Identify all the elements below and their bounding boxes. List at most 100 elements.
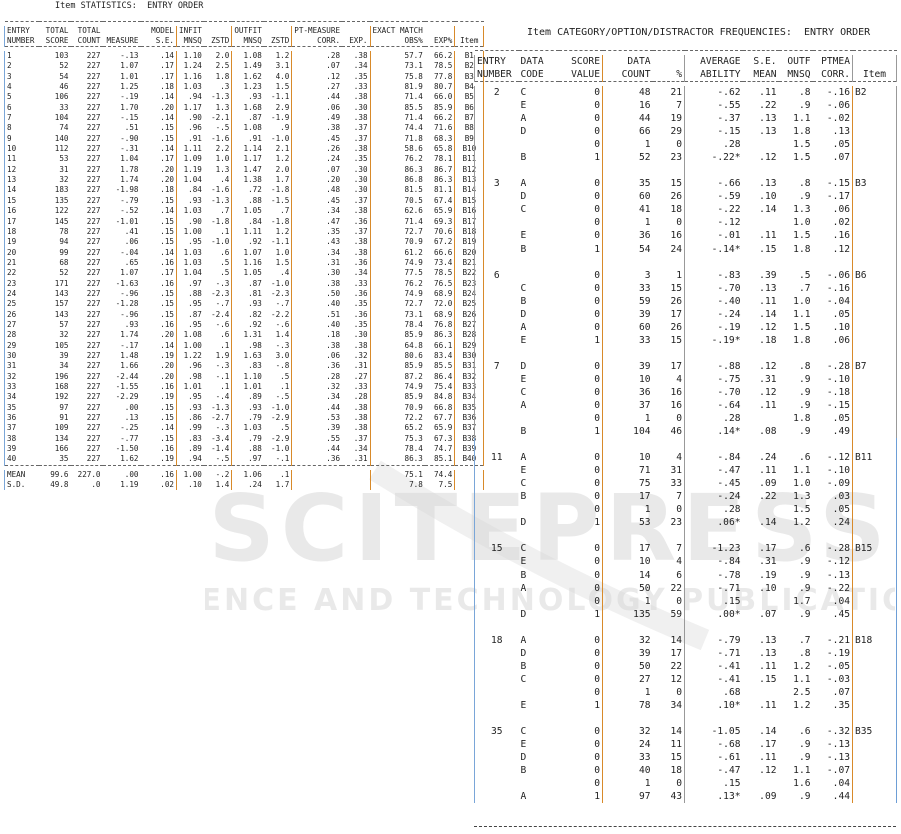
outfit-mnsq: .8 [798,360,811,372]
data-percent: 12 [670,673,682,685]
cell-1: 74 [59,123,69,133]
cell-12: 67.4 [434,195,453,205]
se-mean: .14 [759,308,777,320]
header-cell: S.E. [753,56,777,67]
entry-number [474,229,519,243]
table-row: 8 74 227.51.15.96 -.5 1.08.9.38.37 74.4 71.6 B8 [4,123,485,134]
cell-3: .00 [124,402,139,412]
spacer-cell [813,164,853,177]
table-row: B 0 14 6 -.78 .19 .9 -.13 [474,568,897,582]
cell-10: .30 [353,164,368,174]
header-cell: ENTRY [474,55,519,68]
cell-4: .16 [160,319,174,329]
entry-number [474,333,519,347]
cell-10: .34 [353,61,368,71]
cell-11: OBS% [369,36,425,47]
cell-5: .94 [175,92,204,103]
entry-number [474,425,519,439]
cell-6: ZSTD [211,36,230,45]
table-row: 34 192 227 -2.29 .19.95 -.4.89 -.5.34 .28 85.9 84… [4,392,485,403]
entry-number [474,646,519,660]
cell-6: .1 [220,382,230,391]
outfit-mnsq: .6 [798,725,811,737]
cell-8: 3.0 [275,350,290,360]
cell-10: .38 [353,402,368,412]
outfit-mnsq: .7 [798,282,811,294]
score-value: 0 [594,765,600,777]
se-mean: .13 [759,634,777,646]
data-count: 1 [602,594,653,608]
score-value: 1 [594,791,600,803]
cell-10: .38 [353,413,368,423]
data-code: D [520,647,527,659]
outfit-mnsq: 1.2 [793,517,811,529]
cell-6: -2.3 [211,288,230,298]
spacer-cell [602,438,653,452]
cell-7: 1.06 [231,469,264,481]
item-label [852,216,897,230]
data-count: 44 [602,112,653,126]
ptmea-corr: -.17 [826,191,850,203]
cell-12: 81.1 [434,185,453,195]
cell-6: -.1 [215,371,230,381]
spacer-cell [653,712,685,725]
cell-3: -1.63 [115,278,139,288]
table-row: D 0 33 15 -.61 .11 .9 -.13 [474,751,897,765]
cell-9: .28 [291,371,343,382]
cell-11: 70.9 [369,237,425,248]
cell-2: .0 [91,480,101,490]
cell-2: 227 [86,61,101,71]
item-label: B15 [852,542,897,556]
data-code: D [520,191,527,203]
cell-0: 30 [4,350,39,362]
cell-10: .38 [353,340,368,350]
table-row: 13 32 227 1.74.20 1.04.4 1.38 1.7.20.30 86.8 86.… [4,175,485,186]
item-label: B11 [852,451,897,465]
cell-1: 112 [54,144,69,154]
spacer-cell [602,346,653,360]
data-count: 33 [602,281,653,295]
entry-number [474,490,519,504]
cell-9: PT-MEASURE [291,26,343,36]
cell-12: 71.6 [434,123,453,133]
cell-0: 22 [4,268,39,279]
cell-6: 1.3 [215,102,230,112]
entry-number [474,320,519,334]
cell-2: 227 [86,330,101,340]
data-percent: 16 [670,399,682,411]
cell-11: 85.5 [369,102,425,114]
entry-number [474,398,519,413]
cell-4: S.E. [155,36,174,45]
cell-4: .14 [160,51,174,60]
spacer-cell [813,256,853,269]
cell-10: .31 [353,361,368,371]
se-mean: .31 [759,373,777,385]
table-row: 6 33 227 1.70 .20 1.17 1.3 1.68 2.9.06 .30 85.5 85.… [4,102,485,114]
data-count: 16 [602,99,653,113]
cell-12: 68.3 [434,133,453,143]
cell-12: 76.5 [434,278,453,288]
data-count: 54 [602,242,653,256]
data-count: 66 [602,125,653,139]
ptmea-corr: -.04 [826,295,850,307]
item-label [852,751,897,765]
cell-10: .36 [353,309,368,319]
cell-7: 1.01 [231,382,264,393]
spacer-cell [519,347,559,360]
ptmea-corr: .16 [832,230,850,242]
cell-1: 140 [54,133,69,143]
spacer-cell [559,347,603,360]
cell-2: 227.0 [77,469,101,479]
data-percent: 14 [670,634,682,646]
cell-11: 71.4 [369,92,425,103]
cell-6: .4 [220,175,230,185]
data-percent: 15 [670,334,682,346]
cell-9: .34 [291,206,343,217]
outfit-mnsq: .8 [798,178,811,190]
entry-number [474,464,519,478]
data-percent: 34 [670,699,682,711]
outfit-mnsq: 1.8 [793,334,811,346]
se-mean [743,216,779,229]
cell-8: -1.0 [271,444,290,454]
table-row: 16 122 227 -.52.14 1.03.7 1.05.7.34.38 62.6 65.… [4,206,485,217]
